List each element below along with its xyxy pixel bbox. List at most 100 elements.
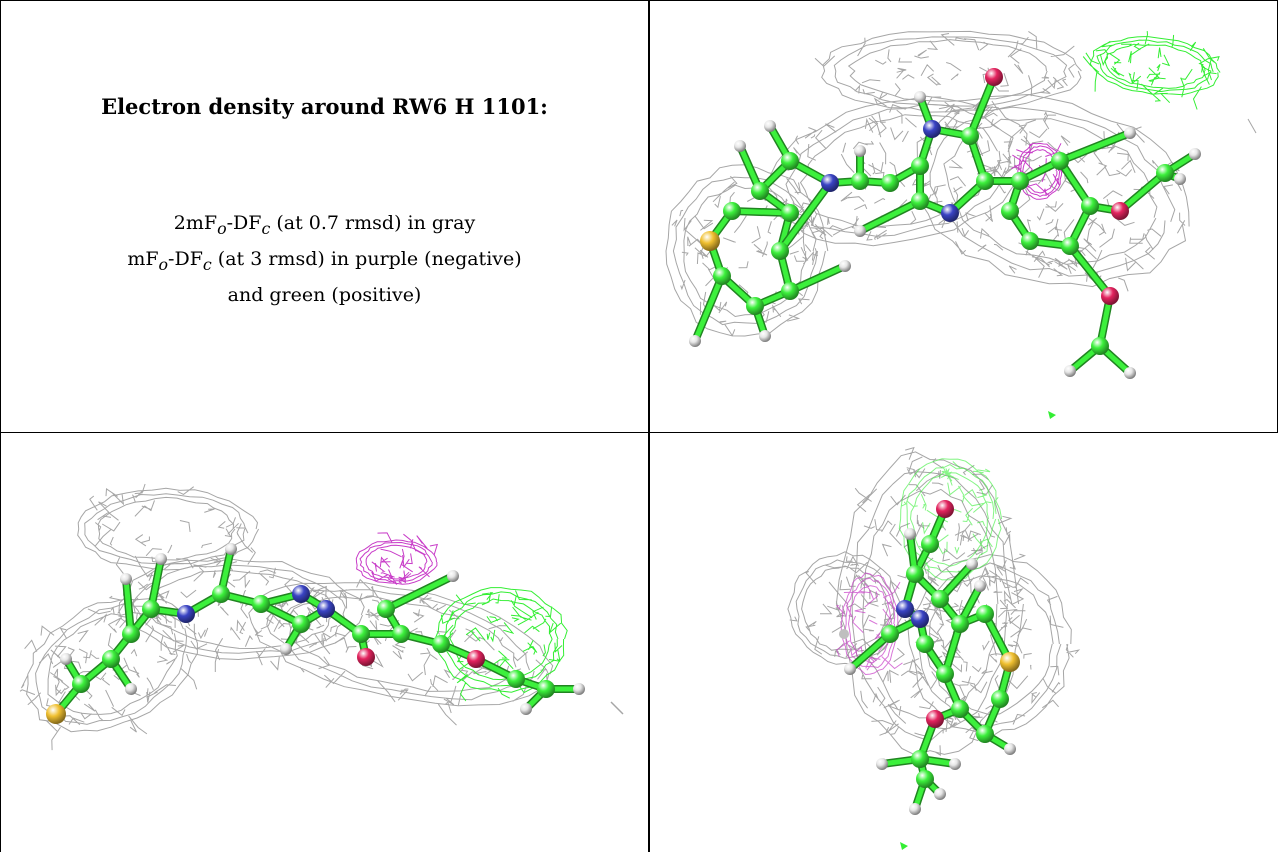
bond [1117, 170, 1168, 214]
table-border-left [0, 0, 1, 852]
atom-c [906, 565, 924, 583]
atom-c [911, 157, 929, 175]
atom-h [876, 758, 888, 770]
atom-c [1011, 172, 1029, 190]
atom-h [573, 683, 585, 695]
atom-c [771, 242, 789, 260]
atom-n [923, 120, 941, 138]
atom-c [911, 192, 929, 210]
atom-c [352, 625, 370, 643]
mesh-speck [1247, 118, 1257, 134]
bond [729, 208, 793, 216]
atom-c [751, 182, 769, 200]
atom-c [911, 750, 929, 768]
atom-h [759, 330, 771, 342]
mesh-2fofc-ring [900, 553, 1081, 738]
mesh-speck [610, 701, 624, 715]
atom-h [764, 120, 776, 132]
atom-c [961, 127, 979, 145]
atom-h [120, 573, 132, 585]
atom-h [1189, 148, 1201, 160]
bond [1067, 243, 1113, 299]
atom-n [292, 585, 310, 603]
atom-c [1001, 202, 1019, 220]
atom-c [1051, 152, 1069, 170]
atom-c [951, 615, 969, 633]
atom-c [916, 770, 934, 788]
atom-h [844, 663, 856, 675]
atom-c [976, 605, 994, 623]
atom-o [926, 710, 944, 728]
bond [857, 198, 923, 234]
density-panel-front [650, 1, 1277, 432]
mesh-2fofc-bicycle [911, 93, 1190, 292]
caption-heading: Electron density around RW6 H 1101: [101, 94, 548, 119]
mesh-negative-blob-lines [355, 532, 439, 585]
atom-h [1124, 127, 1136, 139]
atom-h [949, 758, 961, 770]
caption-cell: Electron density around RW6 H 1101: 2mFo… [1, 1, 648, 432]
atom-c [881, 174, 899, 192]
atom-c [432, 635, 450, 653]
atom-h [1004, 743, 1016, 755]
atom-h [904, 528, 916, 540]
mesh-negative-blob-lines [835, 572, 903, 676]
atom-h [280, 643, 292, 655]
table-divider-vertical [648, 0, 650, 852]
bond [123, 576, 134, 637]
caption-line-positive: and green (positive) [227, 283, 422, 306]
molecule-view-side [19, 483, 624, 751]
atom-c [881, 625, 899, 643]
atom-c [916, 635, 934, 653]
atom-h [934, 788, 946, 800]
ligand-edge [844, 500, 1020, 815]
bond [383, 573, 456, 612]
atom-c [921, 535, 939, 553]
mesh-2fofc-ring-lines [900, 553, 1081, 738]
atom-s [700, 231, 720, 251]
atom-c [212, 585, 230, 603]
atom-h [225, 543, 237, 555]
atom-n [317, 600, 335, 618]
atom-o [1101, 287, 1119, 305]
atom-c [1021, 232, 1039, 250]
atom-c [1091, 337, 1109, 355]
atom-h [974, 580, 986, 592]
atom-h [839, 629, 849, 639]
atom-c [102, 650, 120, 668]
atom-c [292, 615, 310, 633]
atom-c [507, 670, 525, 688]
atom-c [1081, 197, 1099, 215]
atom-h [734, 140, 746, 152]
caption-line-2fofc: 2mFo-DFc (at 0.7 rmsd) in gray [173, 212, 476, 238]
mesh-2fofc-bicycle-lines [911, 93, 1190, 292]
bond [967, 74, 997, 139]
mesh-positive-blob-lines [429, 587, 568, 702]
atom-c [142, 600, 160, 618]
atom-o [357, 648, 375, 666]
bond [692, 273, 725, 344]
atom-c [851, 172, 869, 190]
atom-c [991, 690, 1009, 708]
atom-h [854, 145, 866, 157]
atom-c [976, 172, 994, 190]
atom-o [1111, 202, 1129, 220]
atom-o [467, 650, 485, 668]
atom-h [689, 335, 701, 347]
atom-o [985, 68, 1003, 86]
atom-h [839, 260, 851, 272]
bond [787, 263, 848, 294]
atom-n [821, 174, 839, 192]
atom-s [1000, 652, 1020, 672]
mesh-positive-blob-lines [898, 458, 1003, 581]
atom-h [1174, 173, 1186, 185]
atom-h [155, 553, 167, 565]
atom-c [713, 267, 731, 285]
mesh-positive-blob [1082, 31, 1221, 110]
table-divider-horizontal [0, 432, 1278, 433]
atom-c [252, 595, 270, 613]
atom-c [122, 625, 140, 643]
mesh-2fofc-top [77, 483, 260, 578]
atom-h [125, 683, 137, 695]
atom-c [723, 202, 741, 220]
